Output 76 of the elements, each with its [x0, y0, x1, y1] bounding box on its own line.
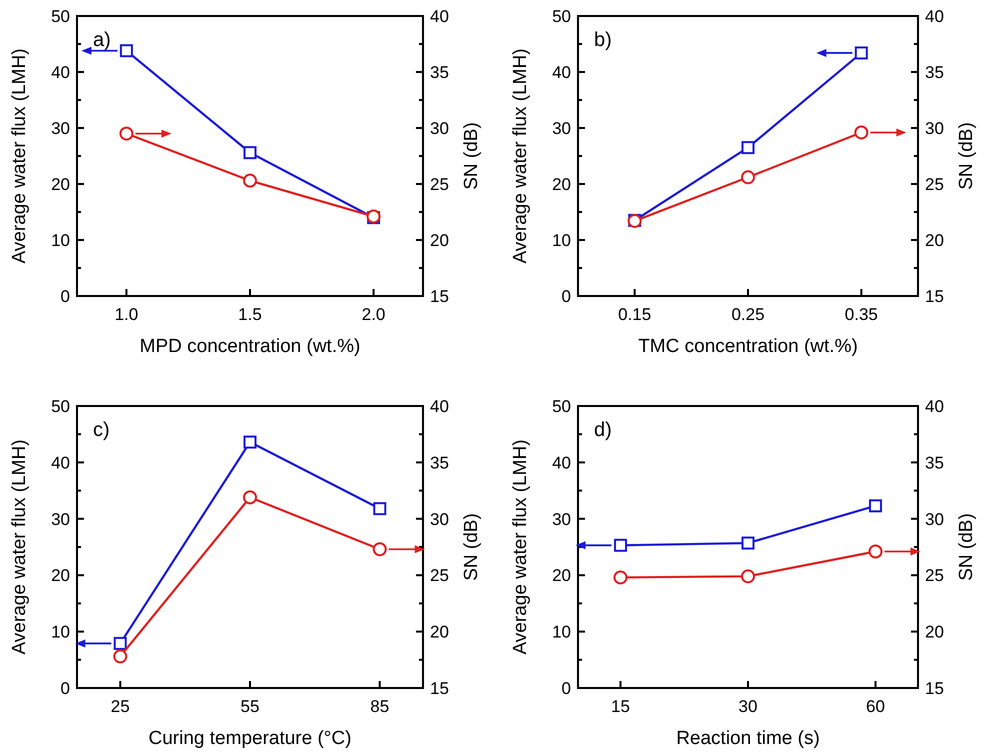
x-axis-title: Curing temperature (°C): [148, 728, 352, 749]
x-tick-label: 60: [866, 697, 885, 716]
y2-tick-label: 35: [925, 62, 944, 82]
y2-tick-label: 20: [925, 622, 944, 642]
y2-tick-label: 20: [925, 230, 944, 250]
y2-tick-label: 25: [430, 566, 449, 586]
y2-axis-title: SN (dB): [956, 513, 977, 581]
y-tick-label: 30: [552, 510, 571, 529]
y2-tick-label: 15: [925, 286, 944, 306]
y2-tick-label: 40: [925, 6, 944, 26]
x-tick-label: 0.15: [618, 305, 652, 324]
y-tick-label: 0: [60, 286, 70, 306]
y-tick-label: 50: [552, 6, 571, 26]
y-tick-label: 10: [51, 230, 70, 250]
annotation: b): [594, 29, 612, 51]
y2-tick-label: 20: [430, 622, 449, 642]
y-tick-label: 40: [552, 453, 571, 472]
x-tick-label: 0.35: [844, 305, 878, 324]
y2-tick-label: 40: [925, 396, 944, 416]
y2-tick-label: 30: [925, 118, 944, 138]
y2-tick-label: 25: [430, 174, 449, 194]
x-tick-label: 55: [240, 697, 260, 716]
x-axis-title: TMC concentration (wt.%): [638, 336, 858, 357]
y-tick-label: 50: [51, 396, 70, 416]
y-tick-label: 0: [60, 678, 70, 698]
x-tick-label: 1.5: [238, 305, 262, 324]
y-tick-label: 40: [552, 62, 571, 82]
y2-axis-title: SN (dB): [461, 513, 482, 581]
y-axis-title: Average water flux (LMH): [510, 439, 531, 655]
y-axis-title: Average water flux (LMH): [9, 439, 30, 655]
y-tick-label: 10: [552, 622, 571, 642]
annotation: c): [93, 419, 110, 441]
y-axis-title: Average water flux (LMH): [510, 48, 531, 264]
y-tick-label: 10: [51, 622, 70, 642]
y-tick-label: 30: [51, 118, 70, 138]
y2-tick-label: 30: [925, 510, 944, 529]
x-tick-label: 85: [370, 697, 390, 716]
x-tick-label: 0.25: [731, 305, 765, 324]
annotation: d): [594, 419, 612, 441]
y-tick-label: 40: [51, 453, 70, 472]
x-tick-label: 2.0: [362, 305, 386, 324]
x-tick-label: 30: [738, 697, 758, 716]
y2-tick-label: 35: [430, 62, 449, 82]
y2-axis-title: SN (dB): [461, 122, 482, 190]
y2-tick-label: 30: [430, 118, 449, 138]
y-tick-label: 20: [552, 566, 571, 586]
y-tick-label: 50: [552, 396, 571, 416]
y-tick-label: 30: [552, 118, 571, 138]
x-axis-title: Reaction time (s): [676, 728, 820, 749]
y-tick-label: 20: [51, 174, 70, 194]
y2-tick-label: 25: [925, 174, 944, 194]
y2-axis-title: SN (dB): [956, 122, 977, 190]
y2-tick-label: 20: [430, 230, 449, 250]
y2-tick-label: 15: [430, 286, 449, 306]
y-tick-label: 40: [51, 62, 70, 82]
y2-tick-label: 15: [925, 678, 944, 698]
y-tick-label: 20: [552, 174, 571, 194]
y2-tick-label: 40: [430, 396, 449, 416]
y-tick-label: 20: [51, 566, 70, 586]
x-axis-title: MPD concentration (wt.%): [140, 336, 360, 357]
y2-tick-label: 40: [430, 6, 449, 26]
y2-tick-label: 25: [925, 566, 944, 586]
y-tick-label: 0: [562, 678, 571, 698]
y2-tick-label: 35: [925, 453, 944, 472]
annotation: a): [93, 29, 111, 51]
x-tick-label: 15: [611, 697, 630, 716]
y-tick-label: 30: [51, 510, 70, 529]
y2-tick-label: 35: [430, 453, 449, 472]
y2-tick-label: 15: [430, 678, 449, 698]
x-tick-label: 1.0: [114, 305, 138, 324]
y-tick-label: 0: [562, 286, 571, 306]
y-tick-label: 50: [51, 6, 70, 26]
y2-tick-label: 30: [430, 510, 449, 529]
y-axis-title: Average water flux (LMH): [9, 48, 30, 264]
x-tick-label: 25: [110, 697, 130, 716]
y-tick-label: 10: [552, 230, 571, 250]
